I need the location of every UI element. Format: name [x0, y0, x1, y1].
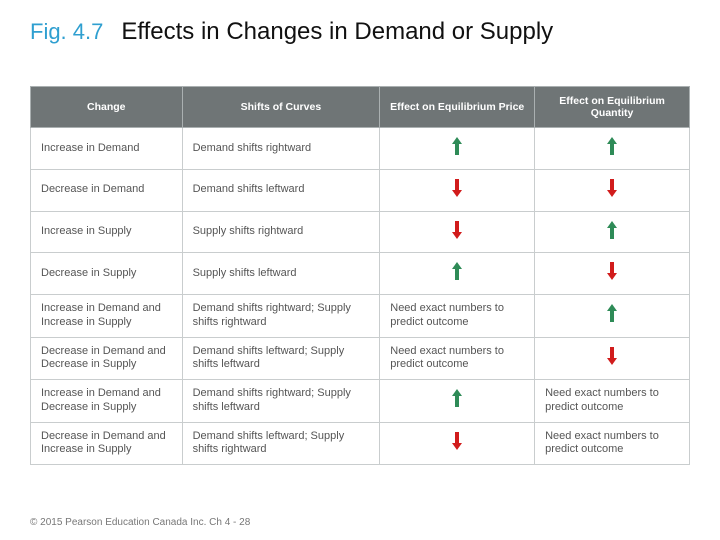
- up-arrow-icon: [605, 135, 619, 157]
- cell-shift: Supply shifts leftward: [182, 253, 380, 295]
- cell-change: Decrease in Demand and Increase in Suppl…: [31, 422, 183, 465]
- cell-shift: Demand shifts leftward; Supply shifts le…: [182, 337, 380, 380]
- table-row: Decrease in DemandDemand shifts leftward: [31, 169, 690, 211]
- table-body: Increase in DemandDemand shifts rightwar…: [31, 128, 690, 465]
- cell-shift: Demand shifts rightward; Supply shifts r…: [182, 295, 380, 338]
- col-header-shifts: Shifts of Curves: [182, 87, 380, 128]
- table-cell: [380, 380, 535, 423]
- col-header-qty: Effect on Equilibrium Quantity: [535, 87, 690, 128]
- cell-change: Decrease in Supply: [31, 253, 183, 295]
- up-arrow-icon: [450, 135, 464, 157]
- slide: Fig. 4.7 Effects in Changes in Demand or…: [0, 0, 720, 540]
- table-cell: [535, 253, 690, 295]
- cell-change: Increase in Supply: [31, 211, 183, 253]
- cell-shift: Demand shifts rightward; Supply shifts l…: [182, 380, 380, 423]
- table-cell: [380, 211, 535, 253]
- table-cell: [535, 211, 690, 253]
- table-cell: [535, 169, 690, 211]
- col-header-change: Change: [31, 87, 183, 128]
- table-cell: [380, 128, 535, 170]
- down-arrow-icon: [605, 345, 619, 367]
- cell-shift: Demand shifts rightward: [182, 128, 380, 170]
- down-arrow-icon: [450, 430, 464, 452]
- arrow-cell: [450, 177, 464, 199]
- arrow-cell: [605, 302, 619, 324]
- table-row: Increase in DemandDemand shifts rightwar…: [31, 128, 690, 170]
- table-row: Decrease in Demand and Increase in Suppl…: [31, 422, 690, 465]
- table-cell: [380, 253, 535, 295]
- arrow-cell: [605, 260, 619, 282]
- table-cell: [535, 337, 690, 380]
- arrow-cell: [450, 135, 464, 157]
- col-header-price: Effect on Equilibrium Price: [380, 87, 535, 128]
- table-cell: [535, 295, 690, 338]
- effects-table: Change Shifts of Curves Effect on Equili…: [30, 86, 690, 465]
- title-row: Fig. 4.7 Effects in Changes in Demand or…: [30, 18, 690, 46]
- arrow-cell: [450, 260, 464, 282]
- down-arrow-icon: [605, 177, 619, 199]
- arrow-cell: [450, 219, 464, 241]
- cell-change: Increase in Demand and Decrease in Suppl…: [31, 380, 183, 423]
- table-cell: Need exact numbers to predict outcome: [380, 337, 535, 380]
- up-arrow-icon: [605, 302, 619, 324]
- table-cell: Need exact numbers to predict outcome: [380, 295, 535, 338]
- table-row: Increase in Demand and Decrease in Suppl…: [31, 380, 690, 423]
- cell-change: Decrease in Demand and Decrease in Suppl…: [31, 337, 183, 380]
- arrow-cell: [605, 177, 619, 199]
- down-arrow-icon: [450, 219, 464, 241]
- table-cell: Need exact numbers to predict outcome: [535, 422, 690, 465]
- cell-shift: Supply shifts rightward: [182, 211, 380, 253]
- table-row: Decrease in Demand and Decrease in Suppl…: [31, 337, 690, 380]
- cell-change: Increase in Demand and Increase in Suppl…: [31, 295, 183, 338]
- cell-shift: Demand shifts leftward; Supply shifts ri…: [182, 422, 380, 465]
- table-cell: Need exact numbers to predict outcome: [535, 380, 690, 423]
- copyright-footer: © 2015 Pearson Education Canada Inc. Ch …: [30, 517, 250, 528]
- figure-title: Effects in Changes in Demand or Supply: [121, 18, 553, 46]
- arrow-cell: [605, 219, 619, 241]
- table-row: Decrease in SupplySupply shifts leftward: [31, 253, 690, 295]
- arrow-cell: [605, 135, 619, 157]
- figure-label: Fig. 4.7: [30, 19, 103, 45]
- up-arrow-icon: [450, 260, 464, 282]
- up-arrow-icon: [605, 219, 619, 241]
- arrow-cell: [450, 430, 464, 452]
- table-cell: [380, 169, 535, 211]
- arrow-cell: [450, 387, 464, 409]
- cell-shift: Demand shifts leftward: [182, 169, 380, 211]
- down-arrow-icon: [605, 260, 619, 282]
- arrow-cell: [605, 345, 619, 367]
- table-cell: [535, 128, 690, 170]
- up-arrow-icon: [450, 387, 464, 409]
- cell-change: Increase in Demand: [31, 128, 183, 170]
- table-row: Increase in Demand and Increase in Suppl…: [31, 295, 690, 338]
- table-header: Change Shifts of Curves Effect on Equili…: [31, 87, 690, 128]
- table-cell: [380, 422, 535, 465]
- table-row: Increase in SupplySupply shifts rightwar…: [31, 211, 690, 253]
- down-arrow-icon: [450, 177, 464, 199]
- cell-change: Decrease in Demand: [31, 169, 183, 211]
